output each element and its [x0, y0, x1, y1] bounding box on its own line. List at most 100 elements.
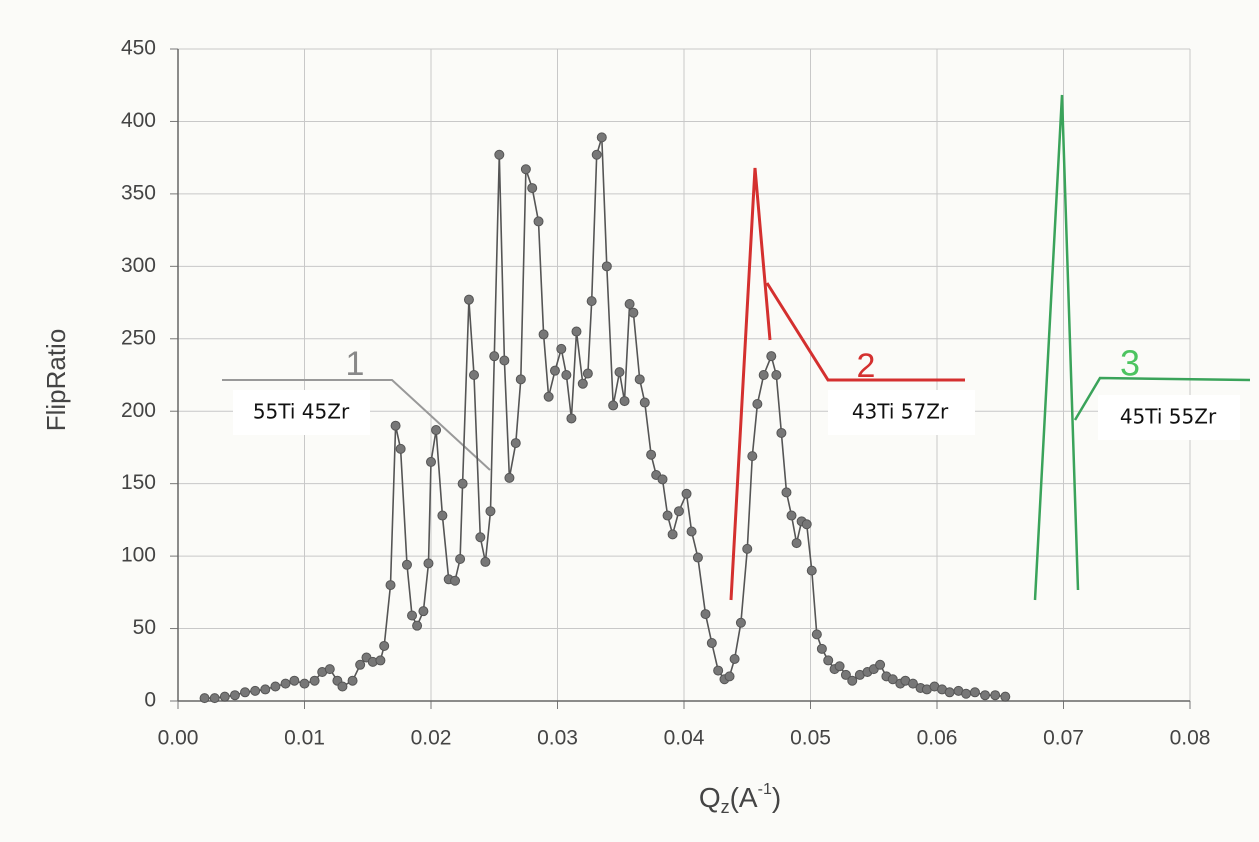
annotation: 1: [346, 345, 365, 383]
data-point: [681, 488, 692, 499]
data-point: [608, 400, 619, 411]
data-point: [614, 367, 625, 378]
data-point: [347, 675, 358, 686]
x-tick-label: 0.08: [1170, 727, 1211, 750]
data-point: [619, 396, 630, 407]
data-point: [624, 299, 635, 310]
data-point: [355, 659, 366, 670]
data-point: [260, 684, 271, 695]
data-point: [379, 640, 390, 651]
label-box: [828, 390, 975, 435]
data-point: [485, 506, 496, 517]
data-point: [662, 510, 673, 521]
data-point: [489, 351, 500, 362]
annotation: 3: [1120, 343, 1140, 384]
data-point: [875, 659, 886, 670]
data-point: [455, 554, 466, 565]
data-point: [816, 643, 827, 654]
data-point: [270, 681, 281, 692]
data-point: [776, 427, 787, 438]
data-point: [426, 456, 436, 467]
data-point: [469, 370, 480, 380]
x-tick-label: 0.06: [917, 727, 958, 750]
data-point: [299, 678, 310, 689]
x-tick-label: 0.02: [411, 727, 452, 750]
data-point: [847, 675, 858, 686]
data-point: [990, 690, 1001, 701]
y-tick-label: 350: [121, 181, 156, 204]
data-point: [450, 575, 461, 586]
data-point: [713, 665, 724, 676]
data-point: [806, 565, 817, 576]
data-point: [747, 451, 758, 462]
data-point: [480, 556, 491, 567]
data-point: [771, 370, 782, 380]
data-point: [219, 691, 230, 702]
data-point: [280, 678, 291, 689]
data-point: [412, 620, 423, 631]
data-point: [437, 510, 448, 521]
data-point: [463, 294, 474, 305]
grid: 0 50 100 150 200 250 300 350 400 450 0.00 0.01 0.02 0…: [121, 37, 1210, 750]
data-point: [887, 674, 898, 685]
y-tick-label: 50: [133, 616, 156, 639]
data-point: [457, 478, 468, 489]
annotation-line: [222, 379, 491, 471]
data-point: [840, 669, 851, 680]
data-point: [735, 617, 746, 628]
data-point: [639, 397, 650, 408]
x-tick-label: 0.07: [1043, 727, 1084, 750]
data-point: [309, 675, 320, 686]
data-point: [646, 449, 657, 460]
data-point: [729, 653, 740, 664]
y-tick-label: 100: [121, 544, 156, 567]
data-point: [752, 398, 763, 409]
plot: [199, 132, 1011, 704]
data-point: [586, 296, 597, 307]
y-tick-label: 300: [121, 254, 156, 277]
annotation: 43Ti 57Zr: [852, 400, 949, 424]
data-point: [561, 370, 572, 380]
data-point: [944, 687, 955, 698]
y-tick-label: 0: [144, 689, 156, 712]
annotation: 2: [857, 347, 876, 385]
data-point: [907, 678, 918, 689]
x-tick-label: 0.00: [158, 727, 199, 750]
data-point: [538, 329, 549, 340]
data-point: [742, 543, 753, 554]
data-point: [504, 472, 515, 483]
x-tick-label: 0.05: [790, 727, 831, 750]
data-point: [706, 638, 717, 649]
data-point: [596, 132, 607, 143]
data-point: [628, 307, 639, 318]
data-point: [289, 675, 300, 686]
data-point: [499, 355, 510, 366]
red-annotation: [729, 167, 965, 601]
data-point: [811, 629, 822, 640]
annotation: 55Ti 45Zr: [253, 400, 350, 424]
data-point: [475, 532, 486, 543]
data-point: [209, 693, 220, 704]
data-point: [634, 374, 645, 385]
data-point: [577, 378, 588, 389]
data-point: [969, 687, 980, 698]
data-point: [431, 425, 442, 436]
data-point: [543, 391, 554, 402]
data-point: [337, 681, 348, 692]
data-point: [515, 374, 526, 385]
data-point: [533, 216, 544, 227]
data-point: [700, 609, 711, 620]
x-tick-label: 0.04: [664, 727, 705, 750]
data-point: [385, 580, 396, 591]
data-point: [418, 606, 429, 617]
data-point: [375, 655, 386, 666]
data-point: [240, 687, 251, 698]
y-axis-label: FlipRatio: [41, 329, 71, 432]
y-tick-label: 250: [121, 326, 156, 349]
data-point: [791, 538, 802, 549]
data-point: [407, 610, 418, 621]
data-point: [657, 474, 668, 485]
data-point: [423, 558, 434, 569]
